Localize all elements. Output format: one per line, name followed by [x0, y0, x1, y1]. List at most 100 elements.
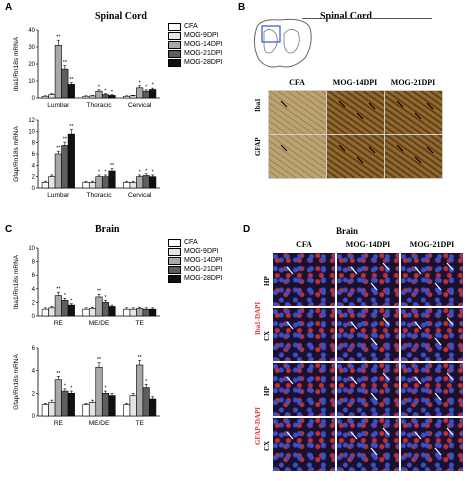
legend-item: MOG-28DPI	[168, 58, 240, 67]
legend-item: MOG-21DPI	[168, 49, 240, 58]
bar	[129, 308, 137, 317]
if-micrograph	[400, 362, 464, 417]
significance-star: **	[138, 355, 143, 361]
category-label: Thoracic	[87, 102, 113, 109]
if-row-label: CX	[263, 330, 271, 341]
ihc-micrograph	[268, 134, 327, 179]
arrow-icon	[280, 100, 288, 108]
bar	[82, 96, 90, 99]
bar	[108, 395, 116, 417]
arrow-icon	[350, 427, 390, 456]
bar	[95, 176, 103, 189]
bar	[123, 182, 131, 189]
y-tick-label: 2	[32, 391, 36, 397]
bar	[61, 68, 69, 99]
significance-star: *	[145, 84, 148, 90]
y-tick-label: 0	[32, 96, 36, 102]
category-label: Thoracic	[87, 192, 113, 199]
legend-label: CFA	[184, 239, 198, 246]
y-tick-label: 8	[32, 141, 36, 147]
ihc-micrograph	[326, 134, 385, 179]
bar	[142, 90, 150, 99]
legend-item: MOG-14DPI	[168, 256, 240, 265]
bar	[108, 170, 116, 189]
ihc-micrograph	[384, 90, 443, 135]
if-micrograph	[272, 307, 336, 362]
y-tick-label: 10	[28, 129, 35, 135]
significance-star: *	[64, 383, 67, 389]
y-tick-label: 2	[32, 175, 36, 181]
bar	[41, 96, 49, 99]
legend-swatch	[168, 238, 181, 247]
legend-swatch	[168, 274, 181, 283]
bar	[54, 379, 62, 417]
panel-b-title: Spinal Cord	[320, 11, 372, 22]
bar	[136, 176, 144, 189]
if-micrograph	[400, 307, 464, 362]
ihc-micrograph	[326, 90, 385, 135]
significance-star: *	[104, 88, 107, 94]
bar	[95, 296, 103, 317]
bar	[54, 153, 62, 189]
significance-star: *	[104, 386, 107, 392]
arrow-icon	[280, 144, 288, 152]
y-tick-label: 10	[28, 246, 35, 252]
legend-label: MOG-9DPI	[184, 248, 219, 255]
bar	[61, 145, 69, 189]
legend-label: MOG-14DPI	[184, 257, 223, 264]
significance-star: **	[56, 35, 61, 41]
legend-item: MOG-21DPI	[168, 265, 240, 274]
significance-star: **	[56, 146, 61, 152]
arrow-icon	[286, 431, 294, 440]
bar	[123, 404, 131, 417]
bar	[54, 44, 62, 99]
significance-star: **	[63, 60, 68, 66]
significance-star: *	[70, 298, 73, 304]
arrow-icon	[286, 321, 294, 330]
bar	[67, 393, 75, 417]
if-micrograph	[272, 252, 336, 307]
if-row-group-label: Iba1-DAPI	[254, 301, 262, 335]
category-label: Lumbar	[47, 192, 70, 199]
spinal-cord-schematic	[253, 18, 312, 68]
significance-star: **	[56, 371, 61, 377]
panel-a-letter: A	[5, 2, 13, 13]
bar	[149, 176, 157, 189]
if-micrograph	[336, 307, 400, 362]
significance-star: *	[139, 169, 142, 175]
if-row-label: CX	[263, 440, 271, 451]
legend-swatch	[168, 265, 181, 274]
bar	[88, 182, 97, 189]
y-axis-label: Gfap/Rn18s mRNA	[13, 354, 20, 410]
bar	[142, 387, 150, 417]
if-row-group-label: GFAP-DAPI	[254, 407, 262, 445]
bar	[101, 176, 110, 189]
bar	[41, 308, 49, 317]
significance-star: **	[110, 163, 115, 169]
ihc-row-label: Iba1	[254, 98, 262, 112]
bar	[82, 182, 90, 189]
if-micrograph	[336, 417, 400, 472]
y-tick-label: 4	[32, 369, 36, 375]
legend-item: MOG-9DPI	[168, 31, 240, 40]
category-label: ME/DE	[89, 320, 110, 327]
category-label: TE	[136, 420, 145, 427]
bar	[48, 307, 56, 317]
significance-star: *	[145, 379, 148, 385]
bar	[41, 404, 49, 417]
bar	[149, 89, 157, 99]
legend-c: CFA MOG-9DPI MOG-14DPI MOG-21DPI MOG-28DPI	[168, 238, 240, 283]
bar	[48, 402, 56, 417]
y-tick-label: 20	[28, 62, 35, 68]
bar	[129, 95, 137, 99]
bar	[88, 308, 97, 317]
significance-star: *	[64, 293, 67, 299]
category-label: Lumbar	[47, 102, 70, 109]
legend-item: MOG-9DPI	[168, 247, 240, 256]
bar	[149, 398, 157, 417]
if-micrograph	[336, 252, 400, 307]
if-micrograph	[400, 417, 464, 472]
if-micrograph	[400, 252, 464, 307]
